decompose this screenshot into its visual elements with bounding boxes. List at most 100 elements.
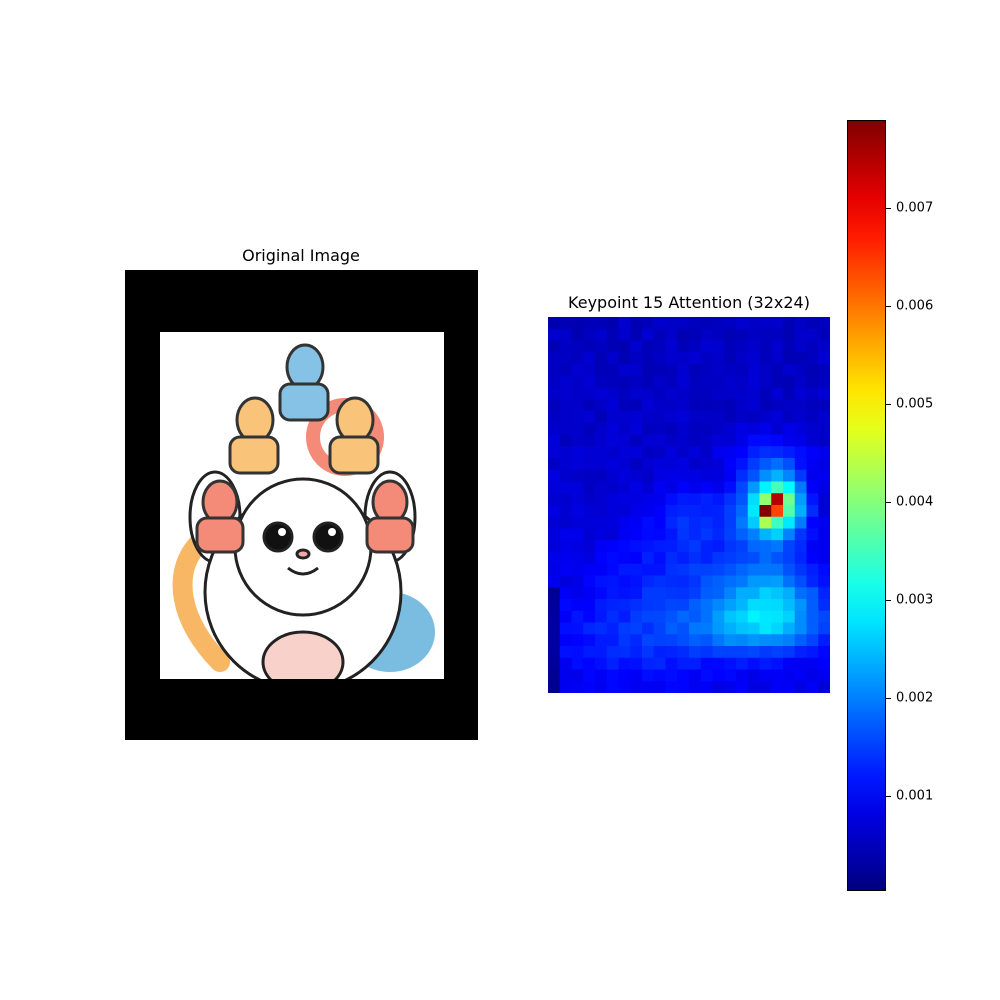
heatmap-cell	[759, 681, 772, 693]
heatmap-cell	[606, 587, 619, 600]
heatmap-cell	[677, 575, 690, 588]
heatmap-cell	[653, 622, 666, 635]
heatmap-cell	[712, 516, 725, 529]
heatmap-cell	[700, 610, 713, 623]
heatmap-cell	[571, 540, 584, 553]
colorbar-tick	[886, 208, 891, 210]
heatmap-cell	[606, 634, 619, 647]
heatmap-cell	[665, 634, 678, 647]
heatmap-cell	[724, 364, 737, 377]
heatmap-cell	[665, 599, 678, 612]
person-figure-orange-right	[328, 396, 380, 475]
heatmap-cell	[571, 458, 584, 471]
heatmap-cell	[653, 493, 666, 506]
heatmap-cell	[700, 493, 713, 506]
heatmap-cell	[618, 375, 631, 388]
heatmap-cell	[559, 434, 572, 447]
heatmap-cell	[806, 375, 819, 388]
heatmap-cell	[595, 540, 608, 553]
heatmap-cell	[571, 387, 584, 400]
heatmap-cell	[559, 399, 572, 412]
heatmap-cell	[736, 540, 749, 553]
heatmap-cell	[747, 587, 760, 600]
heatmap-cell	[583, 552, 596, 565]
heatmap-cell	[783, 681, 796, 693]
heatmap-cell	[724, 328, 737, 341]
heatmap-cell	[571, 317, 584, 330]
heatmap-cell	[736, 352, 749, 365]
heatmap-cell	[759, 469, 772, 482]
heatmap-cell	[759, 622, 772, 635]
heatmap-cell	[783, 328, 796, 341]
heatmap-cell	[806, 587, 819, 600]
heatmap-cell	[783, 387, 796, 400]
heatmap-cell	[677, 505, 690, 518]
heatmap-cell	[630, 552, 643, 565]
heatmap-cell	[724, 575, 737, 588]
heatmap-cell	[689, 352, 702, 365]
heatmap-cell	[806, 399, 819, 412]
heatmap-cell	[818, 669, 830, 682]
heatmap-cell	[689, 458, 702, 471]
heatmap-cell	[677, 328, 690, 341]
heatmap-cell	[783, 340, 796, 353]
heatmap-cell	[653, 528, 666, 541]
heatmap-cell	[606, 516, 619, 529]
heatmap-cell	[665, 458, 678, 471]
heatmap-cell	[689, 634, 702, 647]
heatmap-cell	[559, 493, 572, 506]
heatmap-cell	[559, 340, 572, 353]
heatmap-cell	[595, 317, 608, 330]
heatmap-cell	[583, 469, 596, 482]
heatmap-cell	[559, 458, 572, 471]
heatmap-cell	[689, 587, 702, 600]
heatmap-cell	[759, 317, 772, 330]
heatmap-cell	[689, 434, 702, 447]
heatmap-cell	[606, 458, 619, 471]
heatmap-cell	[783, 493, 796, 506]
heatmap-cell	[630, 634, 643, 647]
heatmap-cell	[818, 340, 830, 353]
heatmap-cell	[630, 540, 643, 553]
heatmap-cell	[665, 528, 678, 541]
heatmap-cell	[806, 528, 819, 541]
heatmap-cell	[783, 622, 796, 635]
heatmap-cell	[665, 540, 678, 553]
heatmap-cell	[783, 317, 796, 330]
heatmap-cell	[548, 622, 561, 635]
heatmap-cell	[736, 587, 749, 600]
heatmap-cell	[595, 328, 608, 341]
heatmap-cell	[665, 505, 678, 518]
heatmap-cell	[665, 375, 678, 388]
heatmap-cell	[747, 328, 760, 341]
heatmap-cell	[583, 634, 596, 647]
heatmap-cell	[736, 516, 749, 529]
heatmap-cell	[818, 646, 830, 659]
heatmap-cell	[606, 422, 619, 435]
heatmap-cell	[630, 411, 643, 424]
heatmap-cell	[736, 375, 749, 388]
heatmap-cell	[595, 340, 608, 353]
heatmap-cell	[571, 340, 584, 353]
heatmap-cell	[818, 634, 830, 647]
heatmap-cell	[653, 634, 666, 647]
heatmap-cell	[794, 446, 807, 459]
heatmap-cell	[759, 375, 772, 388]
heatmap-cell	[583, 422, 596, 435]
heatmap-cell	[559, 505, 572, 518]
heatmap-cell	[806, 563, 819, 576]
heatmap-cell	[806, 340, 819, 353]
heatmap-cell	[595, 516, 608, 529]
heatmap-cell	[630, 446, 643, 459]
heatmap-cell	[747, 458, 760, 471]
heatmap-cell	[712, 587, 725, 600]
heatmap-cell	[548, 657, 561, 670]
heatmap-cell	[771, 528, 784, 541]
heatmap-cell	[818, 610, 830, 623]
heatmap-cell	[548, 634, 561, 647]
heatmap-cell	[618, 540, 631, 553]
heatmap-cell	[630, 469, 643, 482]
heatmap-cell	[700, 434, 713, 447]
heatmap-cell	[559, 516, 572, 529]
heatmap-cell	[559, 575, 572, 588]
